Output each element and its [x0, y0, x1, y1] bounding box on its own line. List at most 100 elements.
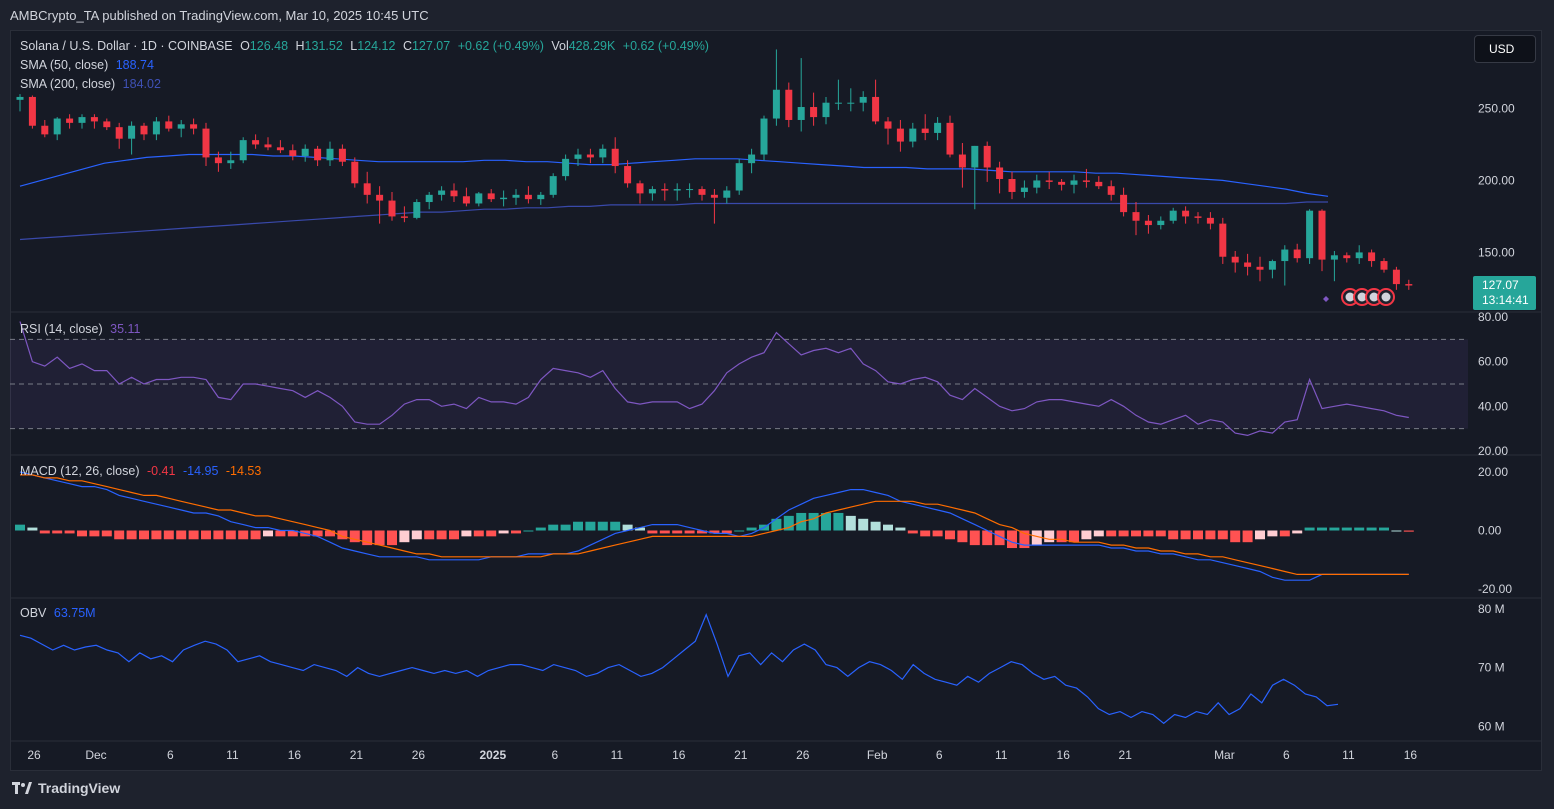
macd-histogram-bar: [1267, 530, 1278, 537]
event-flag-dot: [1381, 292, 1391, 302]
candle-body: [1157, 220, 1165, 226]
candle-body: [1132, 212, 1140, 221]
sma50-legend: SMA (50, close) 188.74: [20, 58, 154, 72]
macd-histogram-bar: [1131, 530, 1141, 537]
candle-body: [1107, 186, 1115, 195]
candle-body: [599, 148, 607, 158]
macd-histogram-bar: [982, 530, 993, 546]
macd-signal-value: -14.53: [225, 464, 262, 478]
macd-histogram-bar: [263, 530, 273, 537]
macd-histogram-bar: [337, 530, 348, 540]
candle-body: [834, 102, 842, 104]
chart-frame[interactable]: [10, 30, 1542, 771]
macd-histogram-bar: [672, 530, 683, 534]
candle-body: [996, 167, 1004, 179]
obv-label: OBV: [20, 606, 47, 620]
candle-body: [636, 183, 644, 194]
candle-body: [735, 163, 743, 191]
macd-histogram-bar: [883, 524, 893, 531]
macd-histogram-bar: [560, 524, 571, 531]
symbol-legend: Solana / U.S. Dollar · 1D · COINBASE O12…: [20, 39, 709, 53]
macd-histogram-bar: [374, 530, 385, 546]
macd-histogram-bar: [1093, 530, 1104, 537]
rsi-line: [19, 321, 1409, 437]
candle-body: [252, 140, 260, 145]
time-axis-tick: 21: [734, 748, 748, 762]
last-price-value: 127.07: [1482, 278, 1519, 292]
macd-histogram-bar: [920, 530, 931, 537]
macd-histogram-bar: [188, 530, 199, 540]
macd-histogram-bar: [1391, 530, 1402, 532]
macd-axis-tick: 20.00: [1478, 465, 1508, 479]
macd-histogram-bar: [126, 530, 137, 540]
candle-body: [462, 196, 470, 204]
candle-body: [872, 96, 880, 122]
time-axis-tick: 11: [226, 748, 239, 762]
candle-body: [884, 121, 892, 129]
macd-histogram-bar: [697, 530, 707, 534]
time-axis-tick: 6: [167, 748, 174, 762]
macd-histogram-bar: [597, 521, 608, 531]
macd-histogram-bar: [721, 530, 732, 534]
candle-body: [1182, 210, 1190, 217]
candle-body: [475, 193, 483, 204]
candle-body: [971, 145, 979, 168]
macd-histogram-bar: [1341, 527, 1352, 531]
candle-body: [314, 148, 322, 161]
candle-body: [748, 154, 756, 164]
currency-button[interactable]: USD: [1474, 35, 1536, 63]
obv-axis-tick: 80 M: [1478, 602, 1505, 616]
macd-histogram-bar: [1106, 530, 1117, 537]
candle-body: [574, 154, 582, 159]
macd-histogram-bar: [1304, 527, 1315, 531]
macd-histogram-bar: [225, 530, 236, 540]
candle-body: [41, 125, 49, 135]
candle-body: [103, 121, 111, 128]
macd-histogram-bar: [325, 530, 335, 537]
macd-histogram-bar: [1118, 530, 1129, 537]
candle-body: [624, 166, 632, 184]
candle-body: [128, 125, 136, 139]
sma200-line: [19, 201, 1328, 241]
time-axis-tick: 11: [1342, 748, 1355, 762]
macd-histogram-bar: [449, 530, 459, 540]
rsi-axis-tick: 80.00: [1478, 310, 1508, 324]
candle-body: [1392, 269, 1400, 285]
candle-body: [1330, 255, 1338, 260]
candle-body: [562, 158, 570, 177]
high-value: 131.52: [304, 39, 343, 53]
candle-body: [450, 190, 458, 197]
tradingview-footer[interactable]: TradingView: [12, 780, 120, 796]
macd-histogram-bar: [1329, 527, 1340, 531]
time-axis-tick: 21: [1119, 748, 1133, 762]
candle-body: [276, 147, 284, 151]
candle-body: [140, 125, 148, 135]
time-axis-tick: 6: [1283, 748, 1290, 762]
candle-body: [376, 194, 384, 201]
rsi-legend: RSI (14, close) 35.11: [20, 322, 141, 336]
macd-histogram-bar: [151, 530, 162, 540]
sma50-label: SMA (50, close): [20, 58, 109, 72]
macd-histogram-bar: [622, 524, 633, 531]
macd-histogram-bar: [771, 518, 782, 531]
macd-histogram-bar: [1279, 530, 1290, 537]
time-axis-tick: 26: [27, 748, 41, 762]
sma200-label: SMA (200, close): [20, 77, 116, 91]
macd-histogram-bar: [201, 530, 211, 540]
macd-histogram-bar: [585, 521, 596, 531]
time-axis-tick: 26: [796, 748, 810, 762]
macd-histogram-bar: [1056, 530, 1067, 543]
candle-body: [1070, 180, 1078, 185]
macd-histogram-bar: [1168, 530, 1179, 540]
macd-histogram-bar: [1354, 527, 1365, 531]
macd-histogram-bar: [635, 527, 645, 531]
change-value: +0.62 (+0.49%): [457, 39, 544, 53]
candle-body: [1169, 210, 1177, 221]
macd-histogram-bar: [1255, 530, 1265, 540]
macd-histogram-bar: [411, 530, 422, 540]
candle-body: [351, 161, 359, 184]
macd-histogram-bar: [238, 530, 249, 540]
volume-label: Vol: [551, 39, 569, 53]
macd-histogram-bar: [52, 530, 63, 534]
